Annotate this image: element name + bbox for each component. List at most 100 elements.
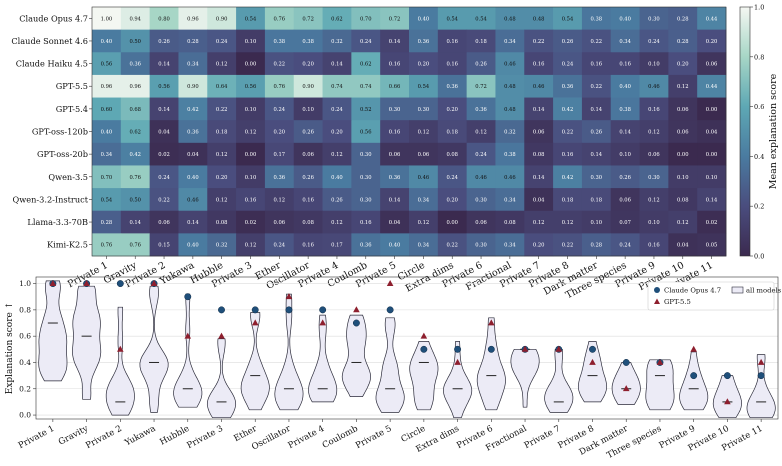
heatmap-cell <box>207 52 237 76</box>
heatmap-cell <box>553 210 583 234</box>
heatmap-cell <box>92 188 122 212</box>
heatmap-cell <box>120 142 151 166</box>
heatmap-cell-label: 0.36 <box>187 130 199 136</box>
heatmap-cell-label: 0.14 <box>389 39 401 45</box>
heatmap-cell-label: 0.30 <box>591 175 603 181</box>
heatmap-cell-label: 0.40 <box>418 16 430 22</box>
gpt-point <box>285 293 293 300</box>
heatmap-cell-label: 0.06 <box>418 152 430 158</box>
heatmap-cell <box>380 120 410 144</box>
heatmap-cell <box>264 52 295 76</box>
heatmap-cell-label: 0.46 <box>187 197 199 203</box>
legend-opus-label: Claude Opus 4.7 <box>664 287 721 295</box>
heatmap-cell-label: 0.40 <box>331 175 343 181</box>
gpt-point <box>724 398 731 405</box>
heatmap-cell <box>610 29 640 53</box>
gpt-point <box>386 279 394 286</box>
heatmap-cell <box>380 29 410 53</box>
heatmap-cell-label: 0.26 <box>591 130 603 136</box>
violin-shape <box>38 280 68 382</box>
heatmap-cell <box>322 120 352 144</box>
heatmap-cell <box>553 52 583 76</box>
heatmap-model-label: Llama-3.3-70B <box>27 217 88 227</box>
heatmap-cell <box>409 210 439 234</box>
violin-shape <box>746 354 776 419</box>
heatmap-cell-label: 0.90 <box>187 84 199 90</box>
heatmap-cell <box>668 52 698 76</box>
heatmap-cell-label: 0.16 <box>389 62 401 68</box>
heatmap-cell-label: 0.15 <box>158 243 170 249</box>
heatmap-cell-label: 0.46 <box>648 84 660 90</box>
heatmap-cell-label: 0.40 <box>619 16 631 22</box>
heatmap-cell-label: 0.06 <box>274 220 286 226</box>
gpt-point <box>622 385 630 392</box>
heatmap-cell-label: 0.20 <box>216 175 228 181</box>
heatmap-cell <box>639 97 669 121</box>
heatmap-cell <box>639 7 669 31</box>
heatmap-cell-label: 0.62 <box>129 130 141 136</box>
heatmap-cell <box>264 210 295 234</box>
heatmap-cell-label: 0.04 <box>389 220 401 226</box>
heatmap-cell-label: 0.02 <box>245 220 257 226</box>
heatmap-cell <box>149 97 179 121</box>
heatmap-cell-label: 0.40 <box>101 39 113 45</box>
heatmap-model-label: GPT-oss-20b <box>37 149 88 159</box>
heatmap-cell-label: 0.14 <box>389 197 401 203</box>
heatmap-cell-label: 0.40 <box>187 243 199 249</box>
heatmap-cell-label: 0.06 <box>677 130 689 136</box>
heatmap-cell <box>92 7 122 31</box>
heatmap-cell <box>207 188 237 212</box>
heatmap-cell-label: 0.14 <box>331 62 343 68</box>
heatmap-cell-label: 0.28 <box>677 16 689 22</box>
heatmap-cell <box>120 74 151 98</box>
heatmap-cell <box>120 52 151 76</box>
heatmap-cell <box>236 120 266 144</box>
opus-point <box>690 372 698 380</box>
heatmap-cell <box>553 29 583 53</box>
heatmap-cell-label: 0.96 <box>129 84 141 90</box>
gpt-point <box>555 345 563 352</box>
heatmap-cell <box>380 233 410 257</box>
heatmap-cell-label: 0.62 <box>360 62 372 68</box>
heatmap-cell <box>322 188 352 212</box>
heatmap-cell-label: 0.46 <box>504 62 516 68</box>
heatmap-cell-label: 0.36 <box>475 107 487 113</box>
heatmap-cell <box>495 210 525 234</box>
heatmap-cell <box>553 7 583 31</box>
gpt-point <box>589 358 596 365</box>
heatmap-cell <box>466 142 496 166</box>
heatmap-cell <box>697 29 727 53</box>
heatmap-cell-label: 0.30 <box>360 152 372 158</box>
heatmap-cell-label: 0.54 <box>245 16 257 22</box>
heatmap-cell-label: 0.54 <box>562 16 574 22</box>
heatmap-cell-label: 0.34 <box>187 62 199 68</box>
heatmap-cell-label: 0.12 <box>216 152 228 158</box>
heatmap-cell-label: 0.00 <box>677 152 689 158</box>
colorbar-tick-label: 0.2 <box>754 203 764 211</box>
heatmap-cell <box>466 120 496 144</box>
heatmap-cell-label: 0.72 <box>302 16 314 22</box>
violin-shape <box>375 317 405 413</box>
heatmap-cell-label: 0.06 <box>706 62 718 68</box>
heatmap-cell-label: 0.56 <box>360 130 372 136</box>
heatmap-cell <box>149 142 179 166</box>
heatmap-cell-label: 0.32 <box>331 39 343 45</box>
heatmap-cell-label: 0.00 <box>706 152 718 158</box>
heatmap-cell-label: 0.22 <box>591 84 603 90</box>
heatmap-cell <box>610 142 640 166</box>
heatmap-cell-label: 0.70 <box>101 175 113 181</box>
heatmap-cell-label: 0.10 <box>591 220 603 226</box>
heatmap-cell <box>351 233 381 257</box>
heatmap-cell <box>466 210 496 234</box>
heatmap-cell <box>293 142 323 166</box>
heatmap-cell-label: 0.20 <box>302 62 314 68</box>
heatmap-cell <box>120 29 151 53</box>
heatmap-cell <box>581 74 612 98</box>
heatmap-cell-label: 0.16 <box>302 243 314 249</box>
heatmap-cell <box>178 210 208 234</box>
heatmap-cell-label: 0.48 <box>504 16 516 22</box>
heatmap-cell <box>236 97 266 121</box>
heatmap-cell <box>264 7 295 31</box>
heatmap-panel: 1.00 0.94 0.80 0.96 0.90 0.54 0.76 0.72 0.62 0.70… <box>11 6 727 301</box>
